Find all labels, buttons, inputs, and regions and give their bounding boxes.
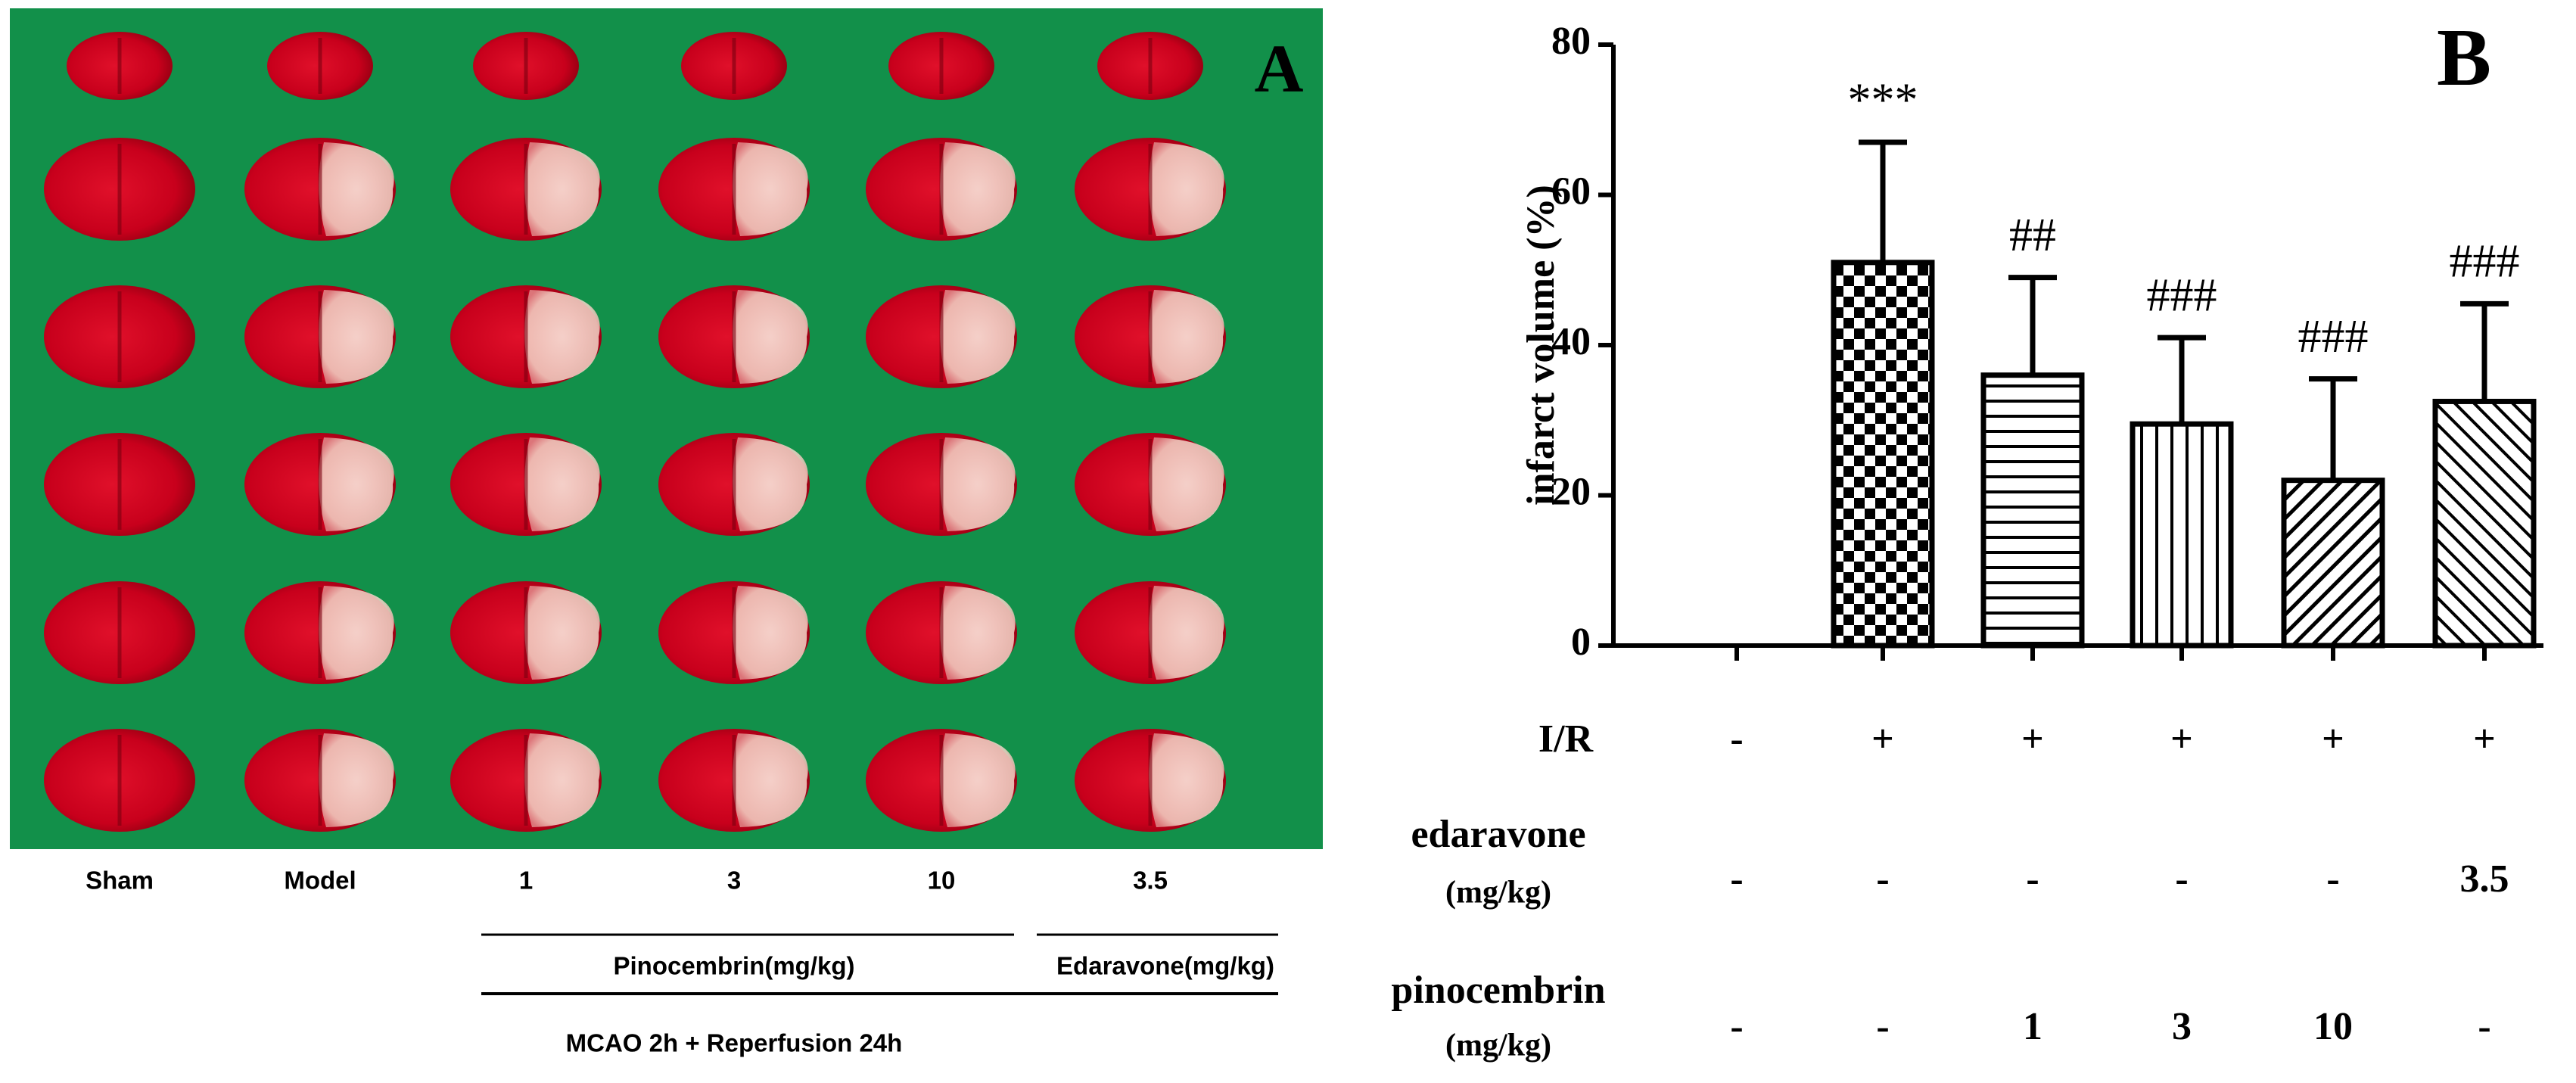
condition-value: 3.5 bbox=[2460, 857, 2509, 901]
condition-unit: (mg/kg) bbox=[1445, 876, 1551, 910]
infarct-region bbox=[319, 437, 394, 531]
infarct-region bbox=[940, 437, 1016, 531]
infarct-region bbox=[524, 142, 600, 236]
infarct-region bbox=[733, 142, 808, 236]
condition-value: - bbox=[2026, 857, 2039, 901]
condition-value: + bbox=[2170, 717, 2193, 761]
infarct-region bbox=[940, 586, 1016, 680]
condition-value: - bbox=[1730, 1005, 1743, 1048]
brain-slices bbox=[44, 32, 1226, 832]
infarct-region bbox=[1149, 290, 1224, 384]
infarct-region bbox=[940, 290, 1016, 384]
significance-label: ### bbox=[2147, 269, 2217, 321]
significance-label: ### bbox=[2450, 236, 2520, 288]
infarct-region bbox=[319, 586, 394, 680]
condition-value: - bbox=[2175, 857, 2188, 901]
condition-value: - bbox=[1876, 857, 1889, 901]
condition-value: - bbox=[1730, 857, 1743, 901]
condition-value: + bbox=[1871, 717, 1894, 761]
infarct-region bbox=[733, 437, 808, 531]
infarct-region bbox=[1149, 142, 1224, 236]
significance-label: ### bbox=[2298, 311, 2369, 363]
footer-label: MCAO 2h + Reperfusion 24h bbox=[566, 1029, 903, 1057]
significance-label: ## bbox=[2009, 210, 2056, 261]
infarct-region bbox=[319, 733, 394, 827]
column-label: 3 bbox=[727, 867, 741, 895]
infarct-region bbox=[319, 290, 394, 384]
column-label: Model bbox=[284, 867, 356, 895]
y-tick-label: 0 bbox=[1571, 621, 1591, 664]
infarct-region bbox=[733, 733, 808, 827]
group-label: Edaravone(mg/kg) bbox=[1056, 952, 1274, 980]
infarct-region bbox=[940, 733, 1016, 827]
infarct-region bbox=[733, 290, 808, 384]
infarct-region bbox=[524, 733, 600, 827]
condition-label: I/R bbox=[1538, 717, 1594, 761]
column-label: Sham bbox=[86, 867, 154, 895]
condition-value: + bbox=[2322, 717, 2344, 761]
condition-value: 3 bbox=[2172, 1005, 2192, 1048]
panel-label: A bbox=[1255, 32, 1304, 107]
group-label: Pinocembrin(mg/kg) bbox=[613, 952, 854, 980]
infarct-region bbox=[524, 586, 600, 680]
column-label: 3.5 bbox=[1133, 867, 1168, 895]
condition-label: pinocembrin bbox=[1391, 969, 1605, 1012]
y-axis-label: infarct volume (%) bbox=[1520, 185, 1563, 506]
infarct-region bbox=[940, 142, 1016, 236]
infarct-region bbox=[733, 586, 808, 680]
significance-label: *** bbox=[1848, 74, 1918, 126]
bar bbox=[2281, 478, 2385, 649]
y-tick-label: 80 bbox=[1551, 20, 1591, 63]
infarct-region bbox=[524, 437, 600, 531]
condition-value: - bbox=[1876, 1005, 1889, 1048]
condition-value: 10 bbox=[2313, 1005, 2353, 1048]
condition-value: - bbox=[1730, 717, 1743, 761]
infarct-region bbox=[319, 142, 394, 236]
condition-label: edaravone bbox=[1411, 813, 1585, 856]
condition-value: 1 bbox=[2023, 1005, 2042, 1048]
infarct-region bbox=[524, 290, 600, 384]
panel-label: B bbox=[2437, 13, 2491, 103]
y-tick-label: 40 bbox=[1551, 320, 1591, 363]
column-label: 1 bbox=[519, 867, 533, 895]
bar bbox=[1831, 260, 1935, 649]
bar bbox=[2432, 398, 2537, 649]
infarct-region bbox=[1149, 733, 1224, 827]
condition-unit: (mg/kg) bbox=[1445, 1029, 1551, 1063]
condition-value: - bbox=[2326, 857, 2339, 901]
condition-value: - bbox=[2478, 1005, 2490, 1048]
y-tick-label: 60 bbox=[1551, 170, 1591, 213]
column-label: 10 bbox=[928, 867, 956, 895]
condition-value: + bbox=[2473, 717, 2496, 761]
infarct-region bbox=[1149, 586, 1224, 680]
photo-background bbox=[10, 8, 1323, 849]
condition-value: + bbox=[2021, 717, 2044, 761]
bar bbox=[1980, 372, 2085, 649]
y-tick-label: 20 bbox=[1551, 470, 1591, 513]
bar bbox=[2130, 421, 2234, 649]
infarct-region bbox=[1149, 437, 1224, 531]
